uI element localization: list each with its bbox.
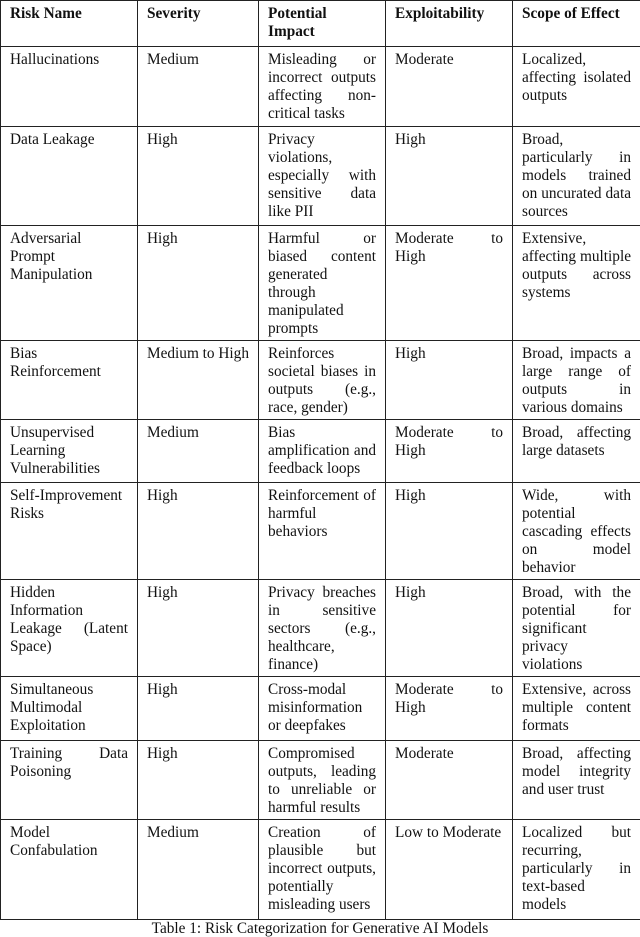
cell-risk-name: Model Confabulation bbox=[1, 820, 138, 920]
cell-potential-impact: Misleading or incorrect outputs affectin… bbox=[259, 47, 386, 127]
cell-risk-name: Unsupervised Learning Vulnerabilities bbox=[1, 420, 138, 483]
header-scope-of-effect: Scope of Effect bbox=[513, 1, 640, 47]
cell-exploitability: Moderate bbox=[386, 47, 513, 127]
cell-scope-of-effect: Broad, with the potential for significan… bbox=[513, 580, 640, 677]
cell-risk-name: Data Leakage bbox=[1, 127, 138, 226]
cell-potential-impact: Compromised outputs, leading to unreliab… bbox=[259, 741, 386, 820]
cell-risk-name: Simultaneous Multimodal Exploitation bbox=[1, 677, 138, 741]
cell-scope-of-effect: Localized but recurring, particularly in… bbox=[513, 820, 640, 920]
cell-scope-of-effect: Broad, impacts a large range of outputs … bbox=[513, 341, 640, 420]
header-row: Risk Name Severity Potential Impact Expl… bbox=[1, 1, 640, 47]
cell-severity: High bbox=[138, 741, 259, 820]
cell-exploitability: High bbox=[386, 483, 513, 580]
header-potential-impact: Potential Impact bbox=[259, 1, 386, 47]
cell-potential-impact: Reinforcement of harmful behaviors bbox=[259, 483, 386, 580]
cell-potential-impact: Harmful or biased content generated thro… bbox=[259, 226, 386, 341]
cell-exploitability: High bbox=[386, 127, 513, 226]
cell-potential-impact: Privacy violations, especially with sens… bbox=[259, 127, 386, 226]
cell-scope-of-effect: Broad, affecting model integrity and use… bbox=[513, 741, 640, 820]
cell-exploitability: Moderate to High bbox=[386, 677, 513, 741]
cell-severity: High bbox=[138, 226, 259, 341]
cell-scope-of-effect: Broad, particularly in models trained on… bbox=[513, 127, 640, 226]
cell-severity: Medium to High bbox=[138, 341, 259, 420]
cell-risk-name: Adversarial Prompt Manipulation bbox=[1, 226, 138, 341]
cell-scope-of-effect: Localized, affecting isolated outputs bbox=[513, 47, 640, 127]
cell-severity: Medium bbox=[138, 420, 259, 483]
cell-exploitability: Moderate to High bbox=[386, 420, 513, 483]
cell-potential-impact: Bias amplification and feedback loops bbox=[259, 420, 386, 483]
cell-scope-of-effect: Extensive, across multiple content forma… bbox=[513, 677, 640, 741]
cell-potential-impact: Reinforces societal biases in outputs (e… bbox=[259, 341, 386, 420]
cell-severity: High bbox=[138, 580, 259, 677]
cell-risk-name: Bias Reinforcement bbox=[1, 341, 138, 420]
cell-risk-name: Training Data Poisoning bbox=[1, 741, 138, 820]
cell-exploitability: High bbox=[386, 341, 513, 420]
cell-scope-of-effect: Wide, with potential cascading effects o… bbox=[513, 483, 640, 580]
cell-exploitability: High bbox=[386, 580, 513, 677]
cell-scope-of-effect: Broad, affecting large datasets bbox=[513, 420, 640, 483]
cell-severity: Medium bbox=[138, 47, 259, 127]
cell-potential-impact: Privacy breaches in sensitive sectors (e… bbox=[259, 580, 386, 677]
cell-exploitability: Low to Moderate bbox=[386, 820, 513, 920]
cell-severity: Medium bbox=[138, 820, 259, 920]
table-row: Hidden Information Leakage (Latent Space… bbox=[1, 580, 640, 677]
cell-risk-name: Self-Improvement Risks bbox=[1, 483, 138, 580]
header-risk-name: Risk Name bbox=[1, 1, 138, 47]
cell-potential-impact: Creation of plausible but incorrect outp… bbox=[259, 820, 386, 920]
cell-scope-of-effect: Extensive, affecting multiple outputs ac… bbox=[513, 226, 640, 341]
cell-risk-name: Hidden Information Leakage (Latent Space… bbox=[1, 580, 138, 677]
cell-potential-impact: Cross-modal misinformation or deepfakes bbox=[259, 677, 386, 741]
table-caption: Table 1: Risk Categorization for Generat… bbox=[0, 920, 640, 937]
header-exploitability: Exploitability bbox=[386, 1, 513, 47]
cell-exploitability: Moderate to High bbox=[386, 226, 513, 341]
cell-exploitability: Moderate bbox=[386, 741, 513, 820]
header-severity: Severity bbox=[138, 1, 259, 47]
cell-severity: High bbox=[138, 127, 259, 226]
cell-risk-name: Hallucinations bbox=[1, 47, 138, 127]
cell-severity: High bbox=[138, 483, 259, 580]
cell-severity: High bbox=[138, 677, 259, 741]
